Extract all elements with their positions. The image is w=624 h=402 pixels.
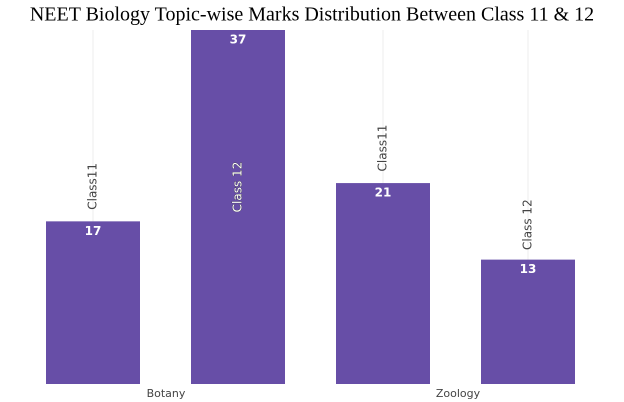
bar — [481, 259, 575, 384]
series-label: Class 12 — [521, 199, 535, 250]
x-tick-label: Botany — [147, 387, 186, 400]
x-tick-label: Zoology — [436, 387, 481, 400]
series-label: Class11 — [86, 163, 100, 210]
chart-title: NEET Biology Topic-wise Marks Distributi… — [30, 4, 594, 26]
bar — [336, 183, 430, 384]
value-label: 21 — [375, 186, 392, 200]
value-label: 37 — [230, 33, 247, 47]
bar — [191, 30, 285, 384]
value-label: 13 — [520, 262, 537, 276]
series-label: Class 12 — [231, 162, 245, 213]
value-label: 17 — [85, 224, 102, 238]
series-label: Class11 — [376, 125, 390, 172]
bar — [46, 221, 140, 384]
